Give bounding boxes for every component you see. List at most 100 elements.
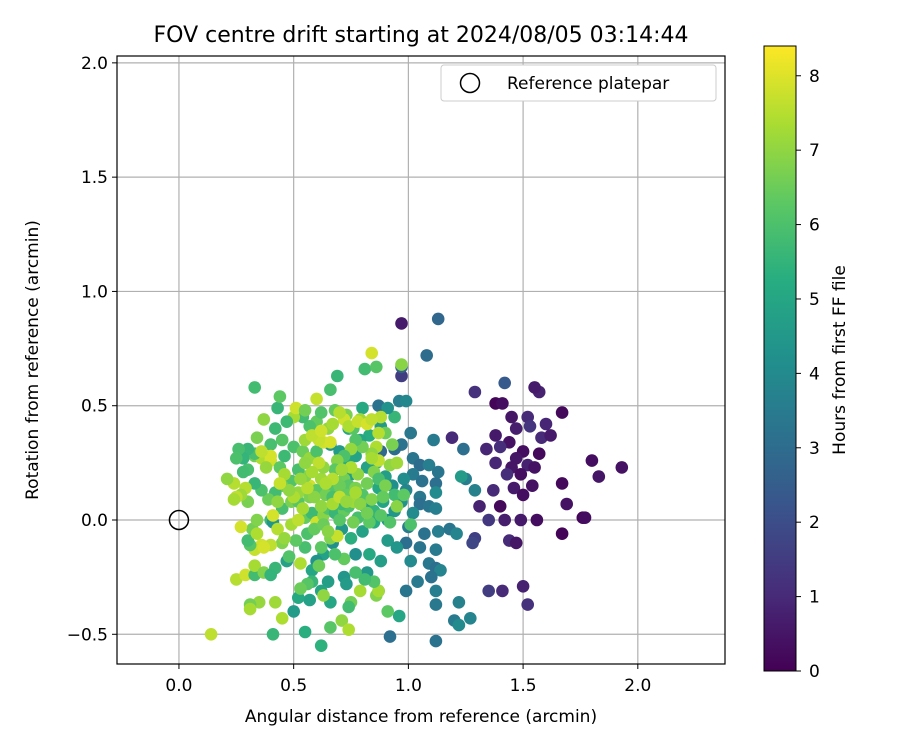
scatter-point — [376, 490, 390, 504]
y-tick-label: 0.0 — [81, 511, 108, 531]
scatter-point — [429, 584, 443, 598]
scatter-point — [427, 433, 440, 447]
scatter-point — [429, 486, 443, 499]
scatter-point — [374, 554, 388, 568]
colorbar-tick-label: 6 — [809, 216, 820, 236]
scatter-point — [321, 525, 335, 538]
scatter-point — [452, 618, 466, 632]
scatter-point — [592, 470, 606, 483]
scatter-point — [388, 488, 401, 502]
scatter-point — [340, 495, 353, 509]
scatter-point — [388, 410, 401, 424]
scatter-point — [312, 559, 326, 572]
scatter-point — [399, 394, 413, 408]
scatter-point — [280, 415, 294, 429]
scatter-point — [395, 358, 408, 371]
scatter-point — [390, 456, 404, 470]
scatter-point — [413, 541, 427, 554]
scatter-point — [266, 628, 280, 641]
scatter-point — [397, 472, 411, 486]
scatter-point — [544, 429, 557, 442]
scatter-point — [383, 516, 397, 529]
x-tick-label: 0.0 — [165, 676, 192, 696]
colorbar-label: Hours from first FF file — [830, 265, 850, 455]
scatter-point — [528, 381, 541, 394]
y-tick-label: 1.0 — [81, 282, 108, 302]
scatter-point — [381, 605, 395, 618]
scatter-point — [431, 312, 445, 326]
scatter-point — [425, 570, 438, 584]
scatter-point — [365, 346, 379, 360]
colorbar: 0 1 2 3 4 5 6 7 8 Hours from first FF file — [763, 45, 850, 682]
scatter-point — [429, 502, 443, 515]
legend: Reference platepar — [440, 64, 717, 102]
scatter-point — [516, 488, 530, 502]
scatter-point — [227, 493, 241, 506]
scatter-point — [386, 438, 399, 451]
scatter-point — [429, 634, 443, 648]
colorbar-tick-label: 1 — [809, 588, 820, 608]
scatter-point — [411, 575, 424, 588]
scatter-point — [523, 420, 537, 433]
scatter-point — [356, 401, 369, 415]
scatter-point — [255, 445, 268, 458]
scatter-point — [422, 458, 436, 472]
scatter-point — [331, 369, 344, 383]
scatter-point — [273, 390, 287, 403]
scatter-point — [505, 410, 518, 424]
scatter-point — [264, 438, 278, 451]
scatter-point — [360, 477, 374, 490]
data-points — [204, 312, 629, 652]
scatter-point — [392, 609, 406, 623]
scatter-point — [266, 509, 280, 522]
scatter-point — [294, 557, 307, 570]
scatter-point — [298, 625, 312, 639]
scatter-point — [482, 584, 496, 598]
scatter-point — [429, 598, 443, 611]
scatter-point — [526, 479, 539, 493]
scatter-point — [303, 593, 317, 607]
scatter-point — [305, 465, 319, 479]
scatter-point — [509, 536, 523, 550]
scatter-point — [230, 452, 243, 465]
scatter-point — [528, 461, 541, 474]
scatter-point — [468, 385, 482, 399]
plot-frame — [116, 55, 726, 665]
scatter-point — [457, 442, 470, 456]
scatter-point — [555, 477, 569, 490]
scatter-point — [257, 541, 271, 554]
scatter-point — [271, 495, 284, 509]
scatter-point — [248, 559, 261, 572]
scatter-point — [498, 513, 512, 527]
scatter-point — [324, 383, 337, 397]
scatter-point — [406, 506, 420, 520]
scatter-point — [429, 543, 443, 556]
scatter-point — [326, 417, 340, 431]
scatter-point — [395, 369, 408, 383]
colorbar-tick-label: 7 — [809, 141, 820, 161]
scatter-point — [243, 602, 257, 616]
scatter-point — [365, 493, 379, 506]
scatter-point — [278, 449, 291, 463]
scatter-point — [431, 525, 445, 538]
scatter-point — [500, 468, 514, 481]
x-tick-label: 1.5 — [510, 676, 537, 696]
scatter-point — [314, 406, 328, 419]
colorbar-tick-label: 4 — [809, 364, 820, 384]
y-tick-label: 2.0 — [81, 54, 108, 74]
scatter-point — [539, 417, 553, 431]
colorbar-tick-label: 2 — [809, 513, 820, 533]
scatter-point — [335, 463, 349, 477]
scatter-point — [269, 422, 282, 435]
y-axis-label: Rotation from reference (arcmin) — [23, 220, 43, 500]
scatter-point — [250, 431, 264, 445]
scatter-point — [578, 511, 592, 524]
scatter-point — [560, 497, 573, 511]
scatter-point — [420, 349, 434, 362]
scatter-point — [294, 582, 307, 595]
y-tick-label: −0.5 — [67, 625, 108, 645]
scatter-point — [220, 472, 234, 486]
scatter-point — [278, 532, 291, 545]
scatter-point — [431, 465, 445, 479]
x-tick-label: 2.0 — [624, 676, 651, 696]
